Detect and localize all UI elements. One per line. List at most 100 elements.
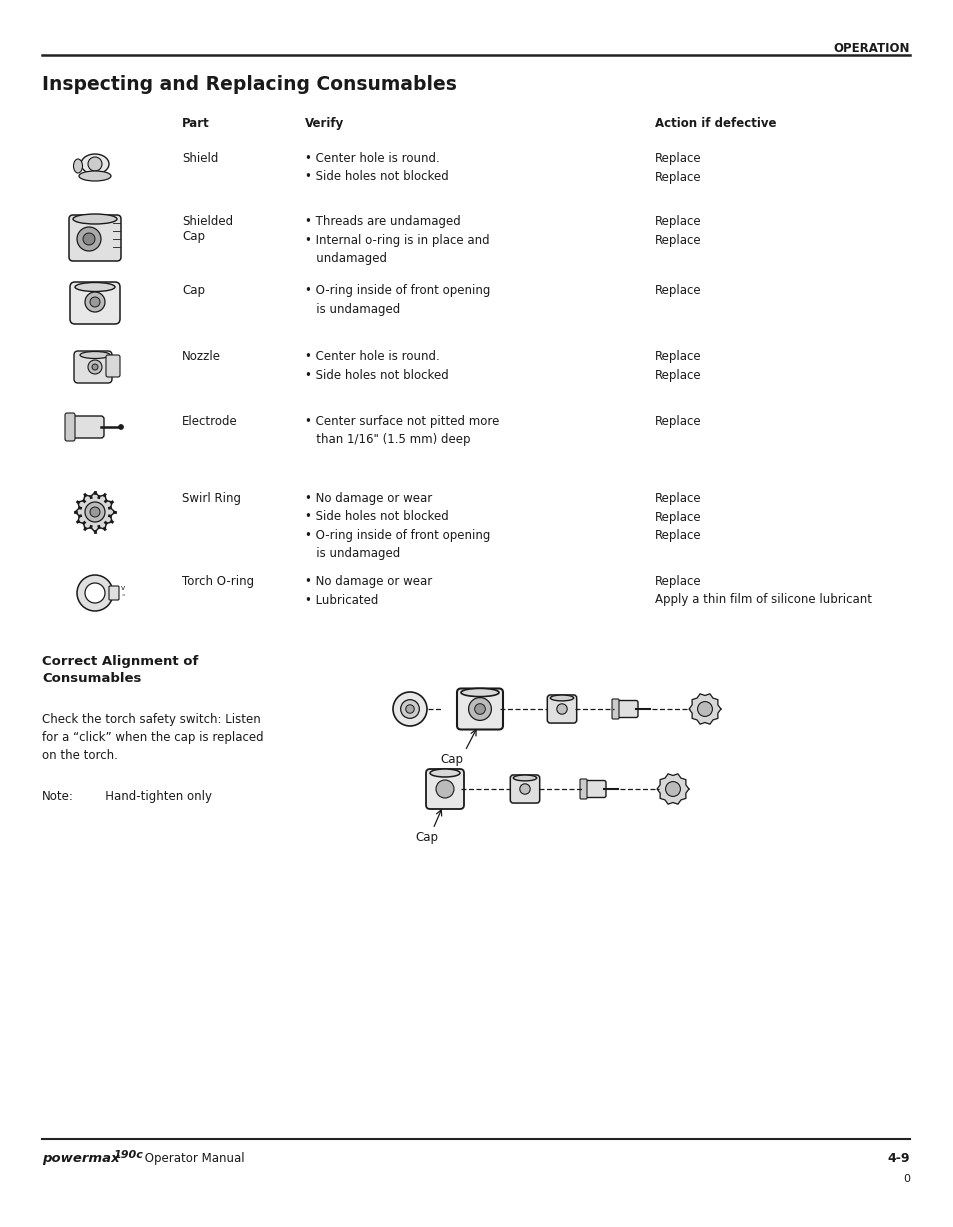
- Text: 0: 0: [902, 1174, 909, 1184]
- Circle shape: [90, 297, 100, 307]
- FancyBboxPatch shape: [70, 282, 120, 324]
- Text: • Center hole is round.: • Center hole is round.: [305, 350, 439, 363]
- Text: • O-ring inside of front opening: • O-ring inside of front opening: [305, 529, 490, 542]
- Text: is undamaged: is undamaged: [305, 303, 400, 315]
- Polygon shape: [75, 492, 115, 533]
- Text: v: v: [121, 585, 125, 591]
- Polygon shape: [657, 774, 688, 804]
- Text: Nozzle: Nozzle: [182, 350, 221, 363]
- Ellipse shape: [513, 775, 537, 780]
- Text: Apply a thin film of silicone lubricant: Apply a thin film of silicone lubricant: [655, 594, 871, 606]
- Text: Action if defective: Action if defective: [655, 117, 776, 130]
- FancyBboxPatch shape: [547, 694, 577, 723]
- Ellipse shape: [73, 160, 82, 173]
- Circle shape: [519, 784, 530, 794]
- Circle shape: [85, 583, 105, 602]
- Text: Check the torch safety switch: Listen
for a “click” when the cap is replaced
on : Check the torch safety switch: Listen fo…: [42, 713, 263, 762]
- FancyBboxPatch shape: [579, 779, 586, 799]
- Text: • No damage or wear: • No damage or wear: [305, 492, 432, 506]
- Text: • Threads are undamaged: • Threads are undamaged: [305, 215, 460, 228]
- Text: Swirl Ring: Swirl Ring: [182, 492, 241, 506]
- Text: Inspecting and Replacing Consumables: Inspecting and Replacing Consumables: [42, 75, 456, 94]
- Text: Replace: Replace: [655, 510, 700, 524]
- Text: • Internal o-ring is in place and: • Internal o-ring is in place and: [305, 233, 489, 247]
- Circle shape: [436, 780, 454, 798]
- FancyBboxPatch shape: [612, 699, 618, 719]
- FancyBboxPatch shape: [69, 215, 121, 261]
- Text: Shielded
Cap: Shielded Cap: [182, 215, 233, 243]
- Text: • Center hole is round.: • Center hole is round.: [305, 152, 439, 164]
- Text: • Center surface not pitted more: • Center surface not pitted more: [305, 415, 498, 428]
- Text: Verify: Verify: [305, 117, 344, 130]
- Circle shape: [83, 233, 95, 245]
- FancyBboxPatch shape: [456, 688, 502, 730]
- Circle shape: [475, 703, 485, 714]
- Circle shape: [79, 496, 111, 528]
- Circle shape: [85, 502, 105, 521]
- Circle shape: [557, 704, 567, 714]
- Text: than 1/16" (1.5 mm) deep: than 1/16" (1.5 mm) deep: [305, 433, 470, 447]
- Text: • Side holes not blocked: • Side holes not blocked: [305, 368, 448, 382]
- Circle shape: [468, 698, 491, 720]
- Ellipse shape: [430, 769, 459, 777]
- FancyBboxPatch shape: [581, 780, 605, 798]
- Circle shape: [393, 692, 427, 726]
- Circle shape: [91, 364, 98, 371]
- Text: Replace: Replace: [655, 415, 700, 428]
- Text: Replace: Replace: [655, 233, 700, 247]
- Circle shape: [405, 704, 414, 713]
- FancyBboxPatch shape: [65, 413, 75, 440]
- Text: OPERATION: OPERATION: [833, 42, 909, 55]
- Text: Part: Part: [182, 117, 210, 130]
- Circle shape: [88, 157, 102, 171]
- Circle shape: [118, 425, 123, 429]
- Text: Operator Manual: Operator Manual: [141, 1152, 244, 1164]
- Text: powermax: powermax: [42, 1152, 119, 1164]
- Ellipse shape: [75, 282, 115, 292]
- FancyBboxPatch shape: [74, 351, 112, 383]
- FancyBboxPatch shape: [614, 701, 638, 718]
- Text: • O-ring inside of front opening: • O-ring inside of front opening: [305, 283, 490, 297]
- Polygon shape: [688, 693, 720, 724]
- Circle shape: [665, 782, 679, 796]
- FancyBboxPatch shape: [68, 416, 104, 438]
- Ellipse shape: [80, 351, 110, 358]
- Text: Replace: Replace: [655, 492, 700, 506]
- Text: ˜: ˜: [121, 595, 125, 601]
- Text: Note:: Note:: [42, 790, 73, 802]
- Ellipse shape: [73, 213, 117, 225]
- Circle shape: [90, 507, 100, 517]
- Text: 4-9: 4-9: [886, 1152, 909, 1164]
- Text: Replace: Replace: [655, 575, 700, 588]
- Text: • No damage or wear: • No damage or wear: [305, 575, 432, 588]
- Circle shape: [77, 227, 101, 252]
- Circle shape: [77, 575, 112, 611]
- FancyBboxPatch shape: [109, 587, 119, 600]
- Text: Replace: Replace: [655, 368, 700, 382]
- Text: Cap: Cap: [440, 753, 463, 766]
- Circle shape: [88, 360, 102, 374]
- Circle shape: [400, 699, 419, 718]
- Circle shape: [697, 702, 712, 717]
- FancyBboxPatch shape: [106, 355, 120, 377]
- Text: Cap: Cap: [182, 283, 205, 297]
- Text: Electrode: Electrode: [182, 415, 237, 428]
- Circle shape: [85, 292, 105, 312]
- Text: • Side holes not blocked: • Side holes not blocked: [305, 171, 448, 184]
- Text: undamaged: undamaged: [305, 252, 387, 265]
- Ellipse shape: [460, 688, 498, 697]
- Ellipse shape: [550, 694, 573, 701]
- Text: Correct Alignment of
Consumables: Correct Alignment of Consumables: [42, 655, 198, 685]
- Text: Torch O-ring: Torch O-ring: [182, 575, 253, 588]
- FancyBboxPatch shape: [426, 769, 463, 809]
- Text: Replace: Replace: [655, 529, 700, 542]
- Text: Cap: Cap: [416, 831, 438, 844]
- Text: Shield: Shield: [182, 152, 218, 164]
- Text: is undamaged: is undamaged: [305, 547, 400, 561]
- Text: 190c: 190c: [113, 1150, 144, 1160]
- FancyBboxPatch shape: [510, 775, 539, 802]
- Text: Replace: Replace: [655, 171, 700, 184]
- Ellipse shape: [81, 155, 109, 174]
- Ellipse shape: [79, 171, 111, 182]
- Text: Replace: Replace: [655, 215, 700, 228]
